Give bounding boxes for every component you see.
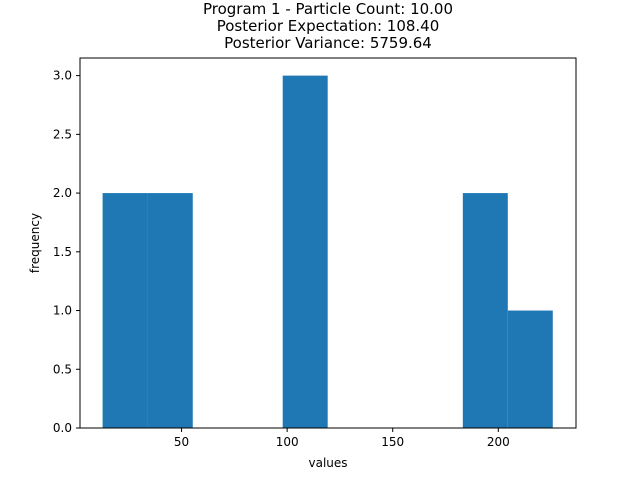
y-tick-label: 1.5 bbox=[53, 245, 72, 259]
chart-title-line-2: Posterior Expectation: 108.40 bbox=[217, 17, 440, 35]
y-tick-label: 2.5 bbox=[53, 127, 72, 141]
y-axis-ticks: 0.0 0.5 1.0 1.5 2.0 2.5 3.0 bbox=[53, 69, 80, 435]
axes-frame bbox=[79, 57, 577, 429]
y-tick-label: 1.0 bbox=[53, 304, 72, 318]
x-tick-label: 200 bbox=[487, 435, 510, 449]
y-axis-label: frequency bbox=[28, 213, 42, 273]
bars-group bbox=[102, 75, 553, 429]
y-tick-label: 0.5 bbox=[53, 362, 72, 376]
x-axis-ticks: 50 100 150 200 bbox=[174, 428, 510, 449]
histogram-bar bbox=[147, 193, 193, 428]
chart-title: Program 1 - Particle Count: 10.00 Poster… bbox=[203, 0, 453, 52]
histogram-bar bbox=[507, 310, 553, 428]
x-tick-label: 50 bbox=[174, 435, 189, 449]
chart-title-line-3: Posterior Variance: 5759.64 bbox=[224, 34, 432, 52]
chart-title-line-1: Program 1 - Particle Count: 10.00 bbox=[203, 0, 453, 18]
histogram-bar bbox=[462, 193, 508, 428]
y-tick-label: 0.0 bbox=[53, 421, 72, 435]
histogram-bar bbox=[102, 193, 148, 428]
y-tick-label: 3.0 bbox=[53, 69, 72, 83]
x-axis-label: values bbox=[308, 456, 347, 470]
x-tick-label: 150 bbox=[381, 435, 404, 449]
y-tick-label: 2.0 bbox=[53, 186, 72, 200]
x-tick-label: 100 bbox=[276, 435, 299, 449]
histogram-bar bbox=[282, 75, 328, 429]
